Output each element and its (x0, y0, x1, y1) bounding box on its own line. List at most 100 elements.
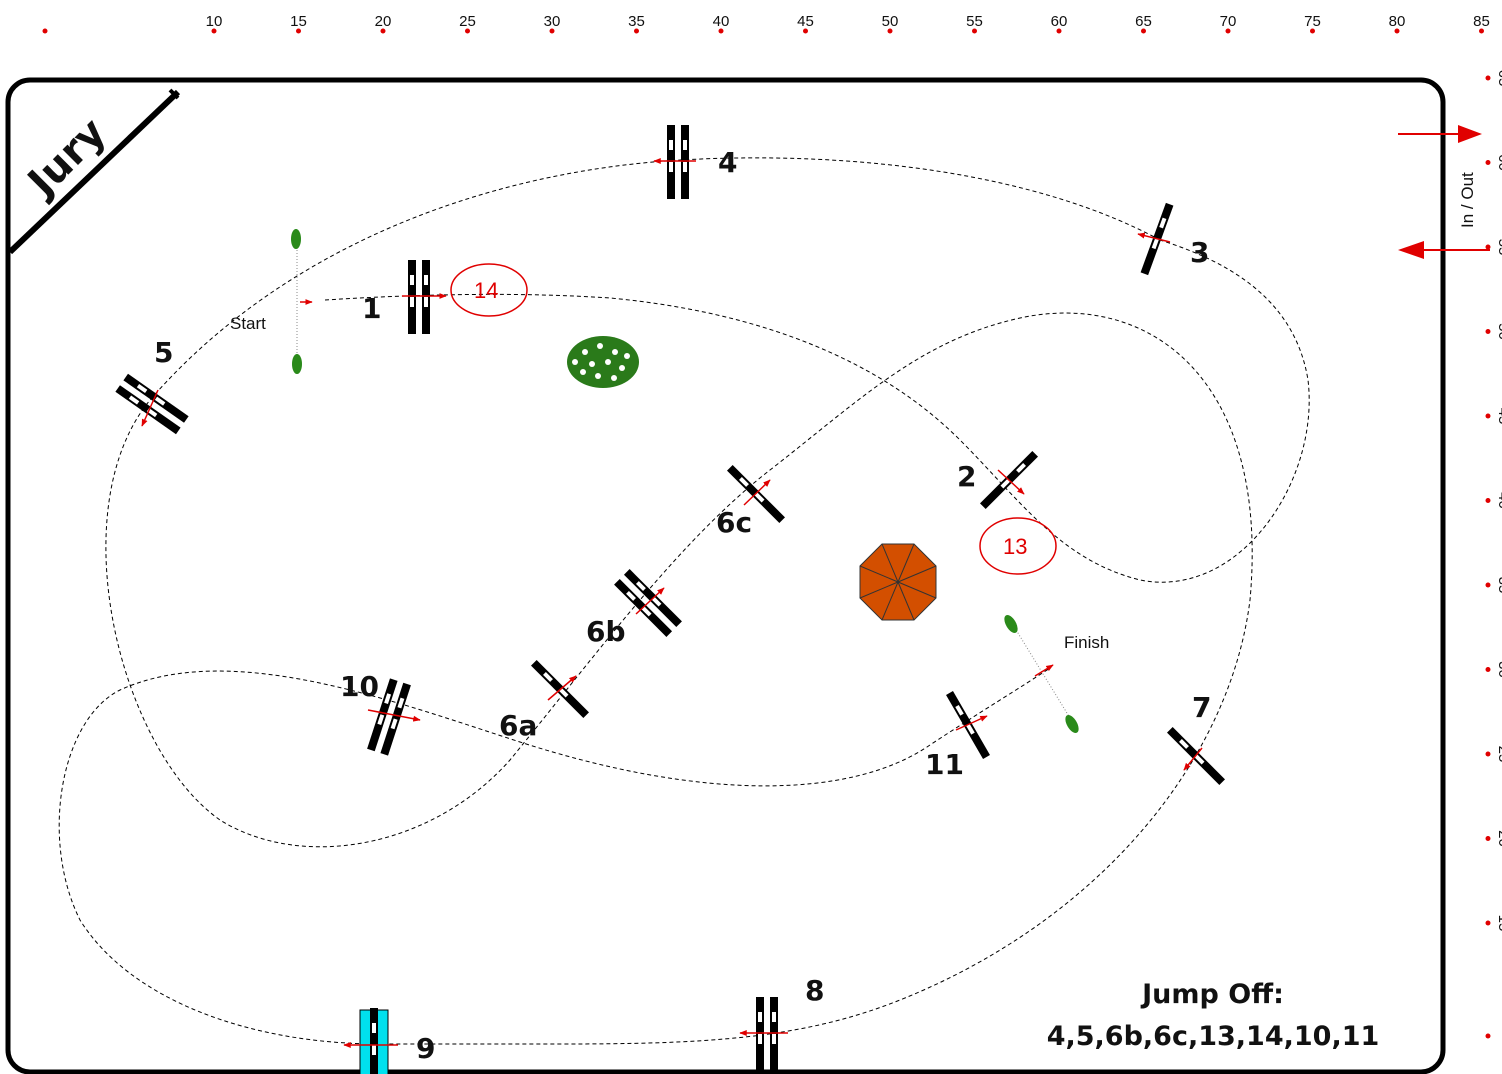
ruler-tick-label: 30 (544, 13, 561, 30)
ruler-tick-label: 40 (713, 13, 730, 30)
ruler-dot (549, 28, 555, 34)
fence-label: 8 (805, 974, 824, 1007)
ruler-tick-label: 55 (966, 13, 983, 30)
ruler-tick-label: 80 (1389, 13, 1406, 30)
fence-label: 6a (499, 709, 537, 742)
flag-icon (1004, 614, 1018, 634)
fence-label: 9 (416, 1032, 435, 1065)
fence-label: 10 (340, 670, 379, 703)
entrance: In / Out (1398, 125, 1490, 259)
ruler-tick-label: 70 (1220, 13, 1237, 30)
ruler-tick-label: 40 (1495, 492, 1502, 509)
flower-bed (567, 336, 639, 388)
start-label: Start (230, 314, 266, 333)
ruler-tick-label: 25 (1495, 746, 1502, 763)
ruler-dot (1479, 28, 1484, 34)
jury-label: Jury (17, 109, 115, 207)
ruler-dot (718, 28, 724, 34)
fence-3: 3 (1137, 202, 1209, 276)
entrance-label: In / Out (1458, 172, 1477, 228)
ruler-dot (1485, 667, 1491, 672)
ruler-dot (1485, 582, 1491, 588)
flag-icon (292, 354, 302, 374)
svg-text:14: 14 (474, 278, 498, 303)
ruler-tick-label: 60 (1495, 154, 1502, 171)
ruler-dot (1394, 28, 1400, 34)
ruler-dot (1310, 28, 1315, 34)
ruler-tick-label: 20 (1495, 830, 1502, 847)
jumpoff-info: Jump Off: 4,5,6b,6c,13,14,10,11 (1047, 979, 1380, 1052)
fence-6a: 6a (499, 660, 589, 742)
ruler-dot (1485, 498, 1491, 503)
fence-label: 4 (718, 146, 737, 179)
ruler-dot (1485, 75, 1491, 81)
ruler-tick-label: 85 (1473, 13, 1490, 30)
ruler-dot (1485, 160, 1491, 165)
ruler-tick-label: 50 (1495, 323, 1502, 340)
ruler-tick-label: 50 (882, 13, 899, 30)
ruler-dot (972, 28, 977, 34)
fence-label: 6b (586, 615, 626, 648)
ruler-dot (296, 28, 301, 34)
ruler-tick-label: 45 (797, 13, 814, 30)
ruler-tick-label: 45 (1495, 408, 1502, 425)
fence-10: 10 (340, 670, 421, 756)
finish-line: Finish (1004, 614, 1109, 734)
fence-1: 1 (362, 260, 447, 334)
finish-label: Finish (1064, 633, 1109, 652)
ruler-dot (1485, 920, 1491, 926)
ruler-tick-label: 65 (1135, 13, 1152, 30)
ruler-dot (1485, 329, 1491, 334)
ruler-tick-label: 55 (1495, 239, 1502, 256)
arrow-in-icon (1458, 125, 1482, 143)
fence-5: 5 (115, 336, 189, 435)
fence-9-water: 9 (343, 1008, 435, 1074)
ruler-dot (634, 28, 639, 34)
ruler-tick-label: 75 (1304, 13, 1321, 30)
jumpoff-marker-13: 13 (979, 517, 1057, 575)
ruler-dot (1056, 28, 1062, 34)
fence-label: 3 (1190, 236, 1209, 269)
ruler-dot (1141, 28, 1146, 34)
fence-2: 2 (957, 451, 1038, 509)
fence-label: 6c (716, 506, 752, 539)
ruler-dot (1485, 244, 1491, 250)
fence-7: 7 (1167, 691, 1225, 785)
ruler-dot (380, 28, 386, 34)
umbrella-icon (859, 543, 937, 621)
flag-icon (291, 229, 301, 249)
fence-6c: 6c (716, 465, 785, 539)
ruler-tick-label: 10 (206, 13, 223, 30)
top-ruler: 10 15 20 25 30 35 40 45 50 55 60 65 70 75 80 85 (42, 13, 1490, 34)
ruler-tick-label: 60 (1051, 13, 1068, 30)
fence-label: 7 (1192, 691, 1211, 724)
jumpoff-title: Jump Off: (1140, 979, 1284, 1010)
ruler-tick-label: 15 (1495, 915, 1502, 932)
ruler-dot (887, 28, 893, 34)
course-path (58, 157, 1310, 1045)
ruler-dot (1485, 413, 1491, 419)
ruler-dot (1225, 28, 1231, 34)
ruler-tick-label: 15 (290, 13, 307, 30)
ruler-dot (1485, 1033, 1491, 1039)
jumpoff-marker-14: 14 (450, 263, 528, 317)
fence-4: 4 (653, 125, 737, 199)
fence-11: 11 (925, 690, 990, 781)
start-line: Start (230, 229, 313, 374)
arrow-out-icon (1398, 241, 1424, 259)
jumpoff-sequence: 4,5,6b,6c,13,14,10,11 (1047, 1021, 1380, 1052)
arena-boundary (5, 77, 1446, 1074)
flag-icon (1065, 714, 1079, 734)
ruler-tick-label: 65 (1495, 70, 1502, 87)
fence-label: 1 (362, 292, 381, 325)
ruler-dot (211, 28, 217, 34)
right-ruler: 65 60 55 50 45 40 35 30 25 20 15 (1485, 70, 1502, 1039)
fence-label: 2 (957, 460, 976, 493)
ruler-tick-label: 35 (628, 13, 645, 30)
ruler-dot (1485, 836, 1491, 841)
ruler-tick-label: 25 (459, 13, 476, 30)
ruler-dot (42, 28, 48, 34)
ruler-dot (803, 28, 808, 34)
fence-label: 11 (925, 748, 964, 781)
